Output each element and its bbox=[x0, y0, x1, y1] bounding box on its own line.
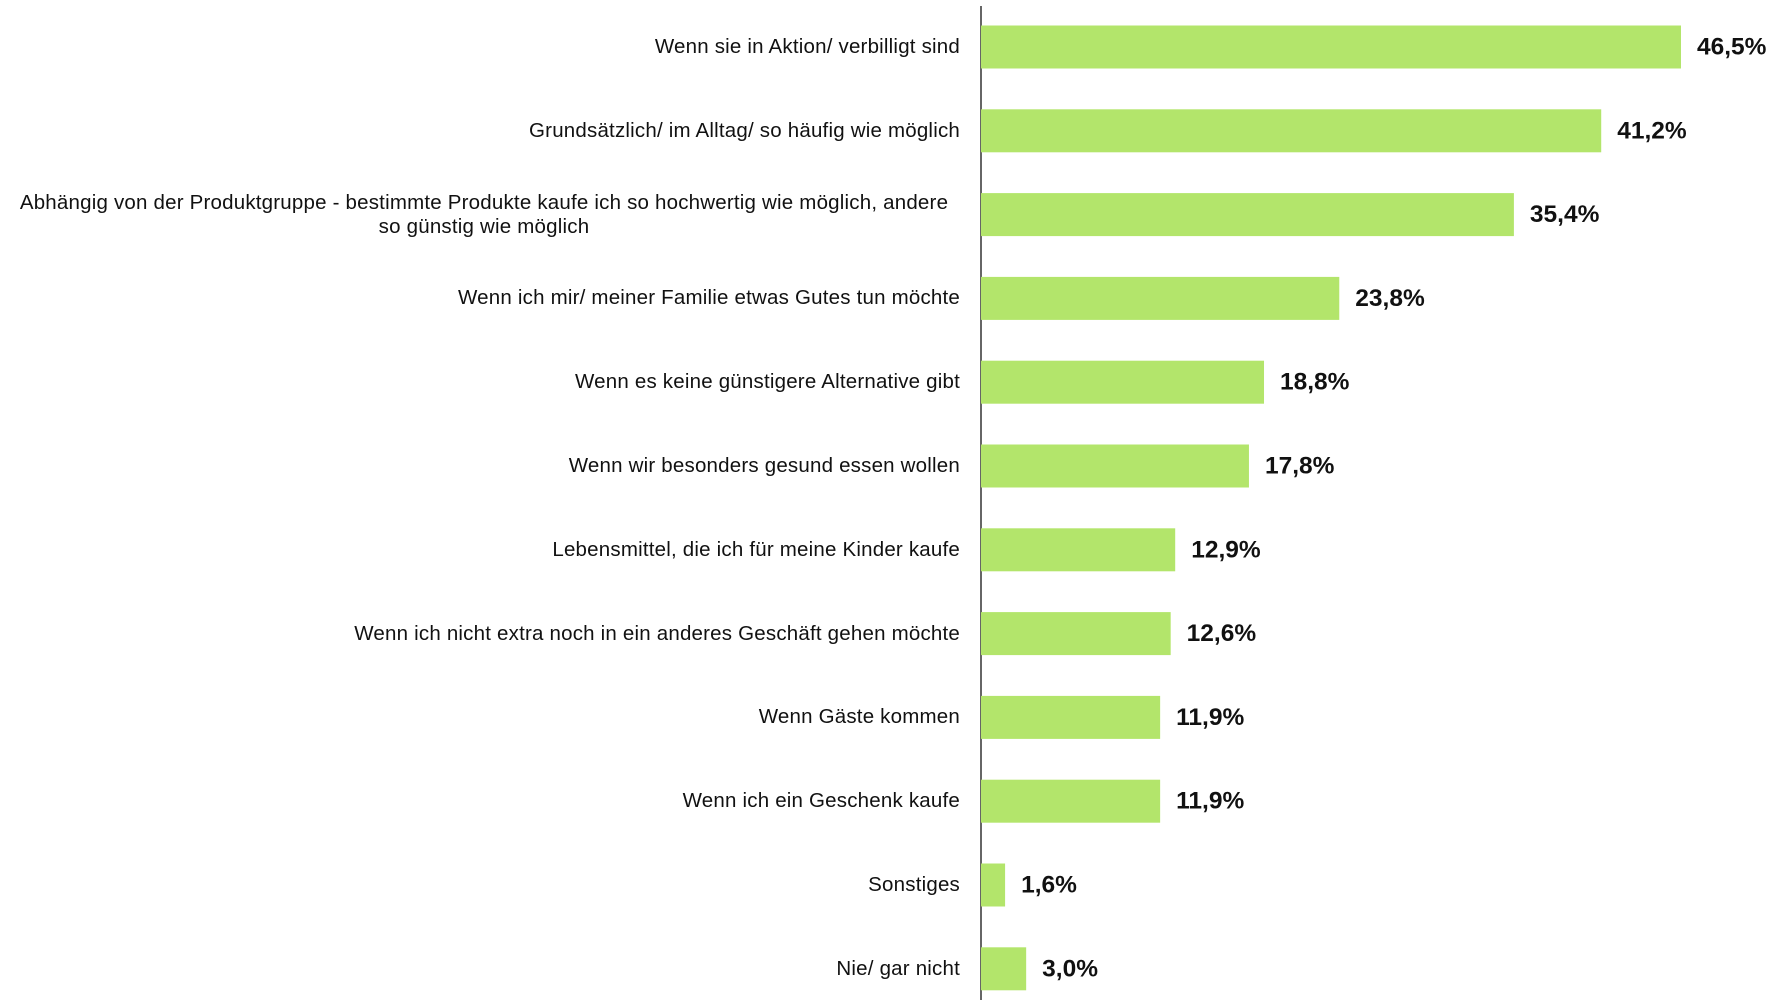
bar bbox=[981, 695, 1161, 739]
bar bbox=[981, 360, 1265, 404]
category-label: Wenn ich ein Geschenk kaufe bbox=[682, 789, 960, 813]
value-label: 35,4% bbox=[1530, 201, 1600, 228]
category-label-box: Wenn wir besonders gesund essen wollen bbox=[8, 424, 960, 508]
category-label-box: Wenn ich nicht extra noch in ein anderes… bbox=[8, 592, 960, 676]
bar bbox=[981, 947, 1027, 991]
category-label-box: Abhängig von der Produktgruppe - bestimm… bbox=[8, 173, 960, 257]
category-label: Wenn Gäste kommen bbox=[758, 705, 960, 729]
value-label: 41,2% bbox=[1617, 117, 1687, 144]
value-label: 46,5% bbox=[1697, 33, 1767, 60]
value-label: 12,6% bbox=[1187, 620, 1257, 647]
value-label: 12,9% bbox=[1191, 536, 1261, 563]
bar bbox=[981, 444, 1249, 488]
category-label: Wenn ich nicht extra noch in ein anderes… bbox=[354, 621, 960, 645]
value-label: 23,8% bbox=[1355, 285, 1425, 312]
category-label: Wenn wir besonders gesund essen wollen bbox=[568, 454, 960, 477]
category-label-box: Wenn Gäste kommen bbox=[8, 675, 960, 759]
category-label-box: Wenn sie in Aktion/ verbilligt sind bbox=[8, 5, 960, 89]
category-label: Wenn ich mir/ meiner Familie etwas Gutes… bbox=[458, 286, 960, 310]
bar bbox=[981, 528, 1176, 572]
category-label: Grundsätzlich/ im Alltag/ so häufig wie … bbox=[529, 118, 960, 142]
bar bbox=[981, 612, 1171, 656]
value-label: 11,9% bbox=[1176, 788, 1244, 815]
category-label-box: Lebensmittel, die ich für meine Kinder k… bbox=[8, 508, 960, 592]
category-label: Lebensmittel, die ich für meine Kinder k… bbox=[552, 537, 960, 561]
category-label: Nie/ gar nicht bbox=[836, 956, 960, 980]
value-label: 17,8% bbox=[1265, 452, 1335, 479]
bar bbox=[981, 193, 1514, 237]
value-label: 11,9% bbox=[1176, 704, 1244, 731]
bar bbox=[981, 25, 1681, 69]
category-label: Sonstiges bbox=[868, 873, 960, 896]
value-label: 18,8% bbox=[1280, 369, 1350, 396]
category-label-box: Wenn es keine günstigere Alternative gib… bbox=[8, 340, 960, 424]
value-label: 3,0% bbox=[1042, 955, 1098, 982]
category-label: Wenn es keine günstigere Alternative gib… bbox=[574, 370, 960, 394]
bar bbox=[981, 779, 1161, 823]
category-label-box: Nie/ gar nicht bbox=[8, 927, 960, 1000]
category-label-box: Wenn ich ein Geschenk kaufe bbox=[8, 759, 960, 843]
category-label: Abhängig von der Produktgruppe - bestimm… bbox=[19, 190, 949, 238]
category-label-box: Grundsätzlich/ im Alltag/ so häufig wie … bbox=[8, 89, 960, 173]
category-label-box: Sonstiges bbox=[8, 843, 960, 927]
bar bbox=[981, 863, 1006, 907]
category-label: Wenn sie in Aktion/ verbilligt sind bbox=[654, 35, 960, 58]
bar bbox=[981, 109, 1602, 153]
value-label: 1,6% bbox=[1021, 871, 1077, 898]
bar bbox=[981, 276, 1340, 320]
category-label-box: Wenn ich mir/ meiner Familie etwas Gutes… bbox=[8, 256, 960, 340]
